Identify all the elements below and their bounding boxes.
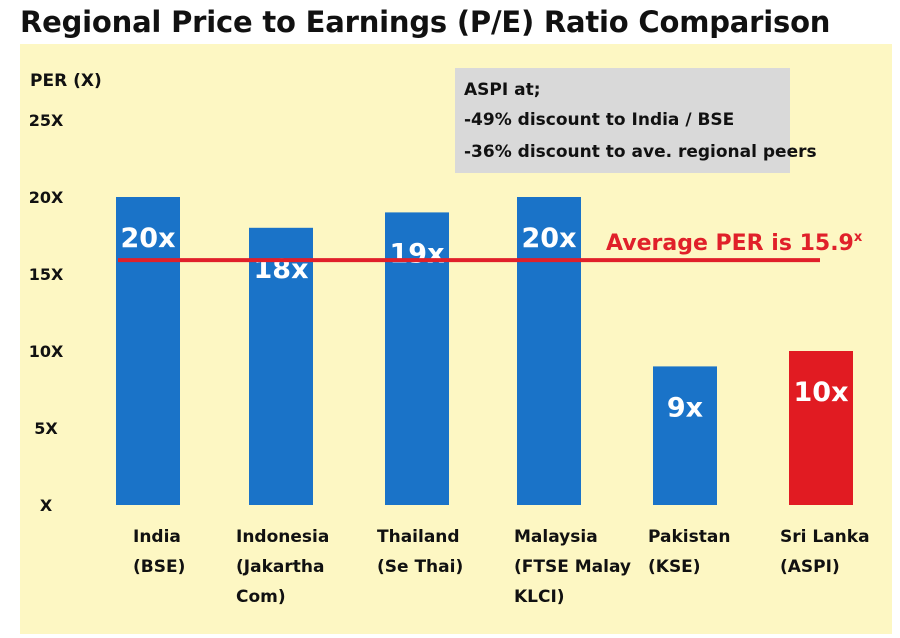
category-label: Indonesia — [236, 527, 329, 547]
y-tick-label: X — [40, 496, 53, 515]
y-tick-label: 5X — [34, 419, 58, 438]
category-label: KLCI) — [514, 587, 565, 607]
category-label: Pakistan — [648, 527, 730, 547]
category-label: (FTSE Malay — [514, 557, 631, 577]
category-label: (KSE) — [648, 557, 701, 577]
bar — [653, 366, 717, 505]
bar-value-label: 20x — [121, 223, 176, 254]
category-label: Malaysia — [514, 527, 598, 547]
annotation-box: ASPI at; -49% discount to India / BSE -3… — [455, 68, 817, 173]
bar-value-label: 10x — [794, 377, 849, 408]
category-label: India — [133, 527, 181, 547]
y-tick-labels: X 5X 10X 15X 20X 25X — [29, 111, 64, 515]
bar-value-label: 9x — [667, 392, 703, 423]
bar-value-label: 19x — [390, 238, 445, 269]
annotation-line: ASPI at; — [464, 80, 541, 100]
bars-group — [116, 197, 853, 506]
average-label-suffix: x — [854, 230, 863, 245]
bar — [789, 351, 853, 505]
y-tick-label: 10X — [29, 342, 64, 361]
annotation-line: -49% discount to India / BSE — [464, 110, 734, 130]
y-axis-label: PER (X) — [30, 71, 102, 91]
category-label: Sri Lanka — [780, 527, 870, 547]
bar — [517, 197, 581, 505]
average-label-text: Average PER is 15.9 — [606, 231, 854, 256]
chart-title: Regional Price to Earnings (P/E) Ratio C… — [20, 5, 831, 39]
y-tick-label: 25X — [29, 111, 64, 130]
category-label: (BSE) — [133, 557, 185, 577]
category-label: (Jakartha — [236, 557, 324, 577]
bar — [249, 227, 313, 506]
annotation-line: -36% discount to ave. regional peers — [464, 142, 817, 162]
category-labels-group: India (BSE) Indonesia (Jakartha Com) Thailand… — [133, 527, 870, 607]
annotation-background — [455, 68, 790, 173]
y-tick-label: 20X — [29, 188, 64, 207]
average-line-label: Average PER is 15.9x — [606, 230, 863, 256]
bar — [116, 197, 180, 505]
category-label: Com) — [236, 587, 286, 607]
category-label: (Se Thai) — [377, 557, 463, 577]
y-tick-label: 15X — [29, 265, 64, 284]
category-label: Thailand — [377, 527, 460, 547]
category-label: (ASPI) — [780, 557, 840, 577]
bar-value-label: 20x — [522, 223, 577, 254]
